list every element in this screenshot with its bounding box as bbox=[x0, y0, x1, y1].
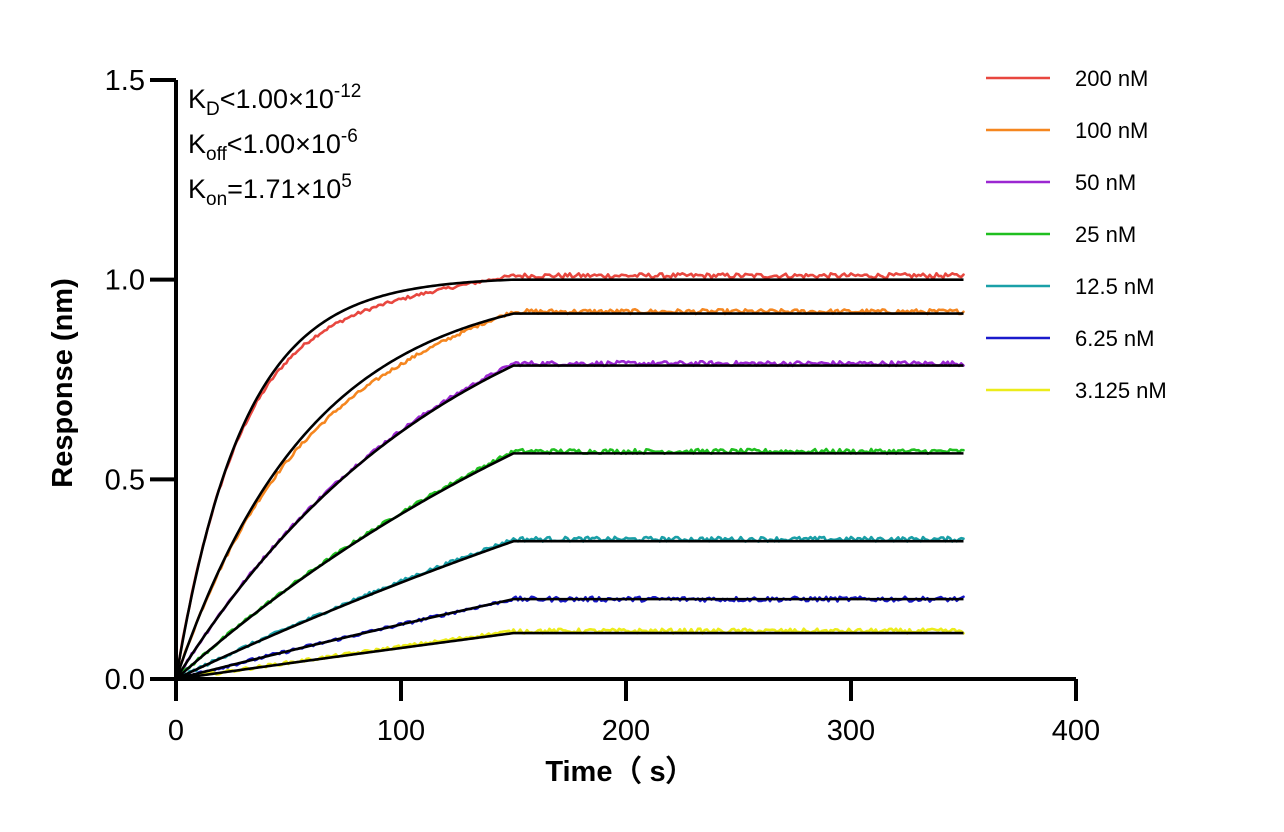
fit-layer bbox=[174, 278, 964, 681]
data-curve-5 bbox=[174, 595, 965, 681]
axes-layer bbox=[174, 80, 1076, 681]
legend-label: 50 nM bbox=[1075, 170, 1136, 195]
y-tick-label: 0.5 bbox=[105, 464, 145, 496]
fit-curve-2 bbox=[174, 364, 964, 680]
series-layer bbox=[174, 272, 965, 681]
y-tick-label: 1.5 bbox=[105, 65, 145, 97]
legend-label: 25 nM bbox=[1075, 222, 1136, 247]
kinetic-annotation: Koff<1.00×10-6 bbox=[188, 126, 358, 165]
legend-layer: 200 nM 100 nM 50 nM 25 nM 12.5 nM 6.25 nM 3.12… bbox=[986, 66, 1167, 403]
data-curve-3 bbox=[174, 447, 965, 681]
y-tick-label: 0.0 bbox=[105, 664, 145, 696]
kinetic-annotation: Kon=1.71×105 bbox=[188, 171, 352, 210]
y-axis-label: Response (nm) bbox=[47, 278, 79, 487]
data-curve-6 bbox=[174, 627, 965, 680]
legend-label: 3.125 nM bbox=[1075, 378, 1167, 403]
fit-curve-5 bbox=[175, 597, 964, 681]
fit-curve-6 bbox=[175, 631, 964, 681]
fit-curve-4 bbox=[175, 539, 964, 681]
x-tick-label: 100 bbox=[377, 715, 425, 747]
legend-label: 100 nM bbox=[1075, 118, 1148, 143]
fit-curve-3 bbox=[175, 452, 964, 680]
annotation-layer: KD<1.00×10-12 Koff<1.00×10-6 Kon=1.71×105 bbox=[188, 81, 361, 210]
x-tick-label: 400 bbox=[1052, 715, 1100, 747]
kinetic-annotation: KD<1.00×10-12 bbox=[188, 81, 361, 120]
ticks-layer: 0 100 200 300 400 0.0 0.5 1.0 1.5 bbox=[105, 65, 1101, 747]
data-curve-0 bbox=[174, 272, 965, 680]
legend-label: 6.25 nM bbox=[1075, 326, 1155, 351]
fit-curve-1 bbox=[174, 312, 964, 680]
y-tick-label: 1.0 bbox=[105, 265, 145, 297]
x-tick-label: 200 bbox=[602, 715, 650, 747]
data-curve-4 bbox=[174, 535, 965, 680]
x-tick-label: 0 bbox=[168, 715, 184, 747]
x-tick-label: 300 bbox=[827, 715, 875, 747]
legend-label: 12.5 nM bbox=[1075, 274, 1155, 299]
x-axis-label: Time（ s） bbox=[545, 755, 694, 788]
legend-label: 200 nM bbox=[1075, 66, 1148, 91]
fit-curve-0 bbox=[174, 278, 964, 680]
